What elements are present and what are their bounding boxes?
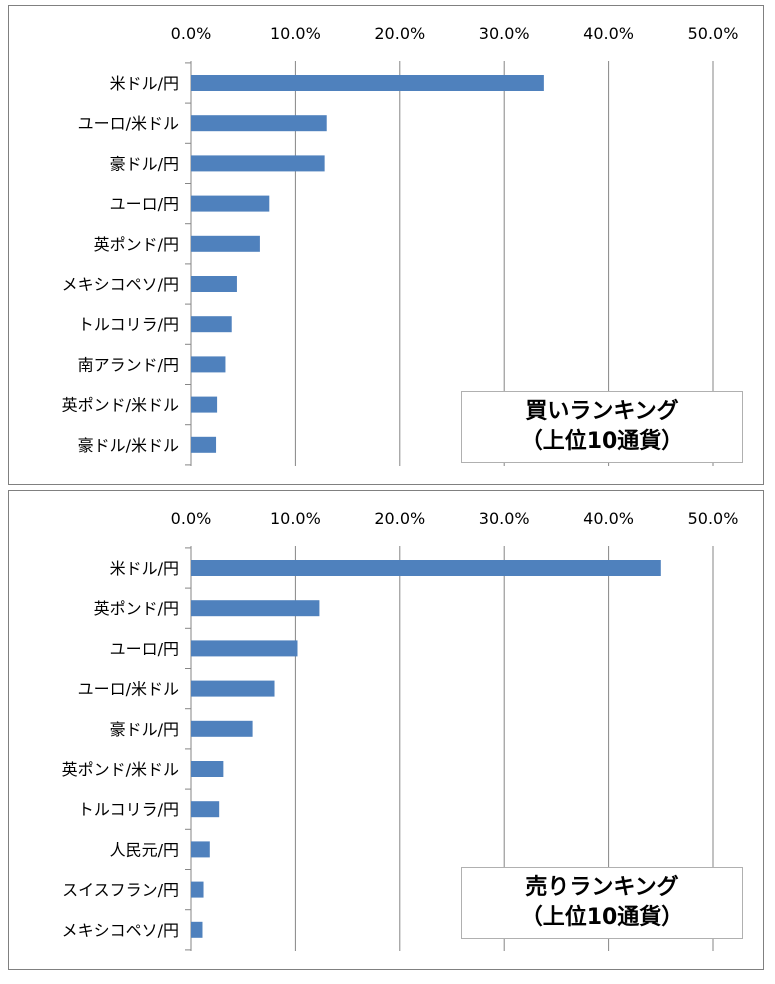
buy-bar [191,195,270,212]
buy-chart-plot: 0.0% 10.0% 20.0% 30.0% 40.0% 50.0% 米ドル/円ユーロ/米ド… [62,24,739,466]
buy-category-label: 南アランド/円 [78,355,179,374]
buy-ranking-chart: 0.0% 10.0% 20.0% 30.0% 40.0% 50.0% 米ドル/円ユーロ/米ド… [8,5,764,485]
buy-bar [191,276,237,292]
buy-chart-subtitle: （上位10通貨） [520,429,684,454]
sell-bar [191,801,220,818]
buy-category-label: ユーロ/円 [110,195,179,214]
buy-x-tick-label: 10.0% [270,24,321,43]
buy-bar [191,396,218,413]
buy-category-label: 米ドル/円 [110,74,179,93]
sell-x-tick-label: 40.0% [583,509,634,528]
buy-bar [191,235,260,252]
sell-chart-title: 売りランキング [525,875,679,900]
sell-bar [191,921,203,938]
sell-bar [191,640,298,657]
buy-bar [191,155,325,172]
buy-bar [191,316,232,333]
sell-x-tick-label: 0.0% [171,509,212,528]
sell-bar [191,560,661,576]
sell-bar [191,881,204,898]
buy-category-label: ユーロ/米ドル [78,114,179,133]
sell-category-label: 英ポンド/円 [94,599,179,618]
sell-category-label: トルコリラ/円 [78,800,179,819]
sell-bar [191,680,275,697]
buy-category-label: 英ポンド/円 [94,235,179,254]
sell-chart-plot: 0.0% 10.0% 20.0% 30.0% 40.0% 50.0% 米ドル/円英ポンド/円… [62,509,739,951]
sell-category-label: 人民元/円 [110,840,179,859]
sell-category-label: ユーロ/米ドル [78,680,179,699]
sell-category-label: 米ドル/円 [110,559,179,578]
buy-x-tick-label: 40.0% [583,24,634,43]
buy-bar [191,75,544,91]
sell-category-label: 豪ドル/円 [110,720,179,739]
buy-category-label: 豪ドル/円 [110,154,179,173]
buy-x-tick-label: 20.0% [374,24,425,43]
sell-bar [191,600,320,617]
sell-bar [191,720,253,737]
buy-category-label: 豪ドル/米ドル [78,436,179,455]
sell-bar [191,841,210,858]
buy-chart-title-box: 買いランキング （上位10通貨） [461,391,743,463]
buy-bar [191,436,217,453]
sell-chart-subtitle: （上位10通貨） [520,905,684,930]
buy-x-tick-label: 0.0% [171,24,212,43]
sell-x-tick-label: 10.0% [270,509,321,528]
buy-category-label: 英ポンド/米ドル [62,396,179,415]
buy-category-label: トルコリラ/円 [78,315,179,334]
sell-x-tick-label: 50.0% [688,509,739,528]
sell-category-label: ユーロ/円 [110,639,179,658]
sell-category-label: メキシコペソ/円 [62,921,179,940]
buy-bar [191,115,327,132]
sell-bar [191,761,224,777]
buy-x-tick-label: 30.0% [479,24,530,43]
buy-category-label: メキシコペソ/円 [62,275,179,294]
buy-x-tick-label: 50.0% [688,24,739,43]
sell-x-tick-label: 20.0% [374,509,425,528]
buy-chart-title: 買いランキング [525,399,679,424]
sell-category-label: スイスフラン/円 [62,881,179,900]
sell-ranking-chart: 0.0% 10.0% 20.0% 30.0% 40.0% 50.0% 米ドル/円英ポンド/円… [8,490,764,970]
buy-bar [191,356,226,373]
sell-category-label: 英ポンド/米ドル [62,760,179,779]
sell-chart-title-box: 売りランキング （上位10通貨） [461,867,743,939]
sell-x-tick-label: 30.0% [479,509,530,528]
